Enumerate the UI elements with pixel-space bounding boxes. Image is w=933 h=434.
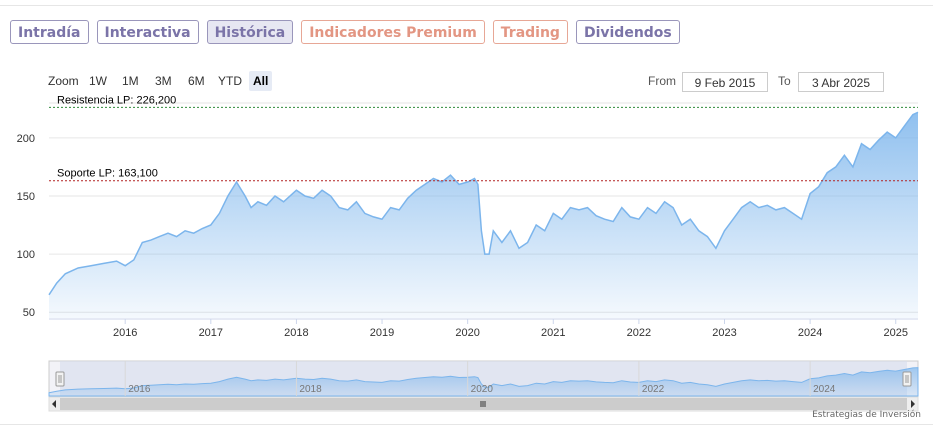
x-tick-label: 2020	[455, 327, 479, 339]
tab-dividendos[interactable]: Dividendos	[575, 20, 680, 44]
y-tick-label: 200	[17, 133, 35, 145]
navigator-year-label: 2024	[813, 384, 836, 395]
support-label: Soporte LP: 163,100	[57, 168, 158, 180]
scrollbar-grip-icon	[480, 401, 486, 407]
chart-credit: Estrategias de Inversión	[812, 410, 921, 420]
zoom-3m-button[interactable]: 3M	[155, 74, 172, 88]
from-date-input[interactable]: 9 Feb 2015	[682, 72, 768, 92]
to-date-input[interactable]: 3 Abr 2025	[798, 72, 884, 92]
navigator-right-handle[interactable]	[902, 371, 912, 387]
price-area	[49, 112, 918, 318]
y-axis: 50 100 150 200	[17, 133, 35, 319]
navigator-year-label: 2016	[128, 384, 151, 395]
reference-lines: Resistencia LP: 226,200 Soporte LP: 163,1…	[49, 94, 918, 182]
price-line	[48, 111, 919, 296]
bottom-divider	[0, 424, 933, 425]
zoom-label: Zoom	[48, 74, 79, 88]
x-axis: 2016 2017 2018 2019 2020 2021 2022 2023 2024 2025	[49, 318, 918, 339]
navigator-area	[48, 367, 919, 397]
zoom-1w-button[interactable]: 1W	[89, 74, 107, 88]
tab-trading[interactable]: Trading	[492, 20, 568, 44]
y-tick-label: 150	[17, 191, 35, 203]
x-tick-label: 2023	[712, 327, 736, 339]
x-tick-label: 2025	[883, 327, 907, 339]
view-tabs: Intradía Interactiva Histórica Indicador…	[10, 20, 680, 44]
zoom-6m-button[interactable]: 6M	[188, 74, 205, 88]
x-tick-label: 2019	[370, 327, 394, 339]
navigator-year-label: 2018	[299, 384, 322, 395]
navigator-year-labels: 2016 2018 2020 2022 2024	[124, 361, 836, 396]
tab-indicadores-premium[interactable]: Indicadores Premium	[301, 20, 485, 44]
navigator-year-label: 2020	[471, 384, 494, 395]
x-tick-label: 2022	[627, 327, 651, 339]
x-tick-label: 2018	[284, 327, 308, 339]
from-label: From	[648, 74, 676, 88]
zoom-ytd-button[interactable]: YTD	[218, 74, 242, 88]
x-tick-label: 2017	[199, 327, 223, 339]
scroll-left-arrow-icon[interactable]	[52, 400, 56, 408]
scroll-right-arrow-icon[interactable]	[911, 400, 915, 408]
to-label: To	[778, 74, 791, 88]
resistance-label: Resistencia LP: 226,200	[57, 94, 176, 106]
navigator-year-label: 2022	[642, 384, 665, 395]
top-divider	[0, 5, 933, 6]
y-tick-label: 100	[17, 249, 35, 261]
tab-historica[interactable]: Histórica	[206, 20, 294, 44]
navigator-left-handle[interactable]	[55, 371, 65, 387]
tab-intradia[interactable]: Intradía	[10, 20, 89, 44]
zoom-1m-button[interactable]: 1M	[122, 74, 139, 88]
tab-interactiva[interactable]: Interactiva	[96, 20, 199, 44]
x-tick-label: 2016	[113, 327, 137, 339]
zoom-all-button[interactable]: All	[249, 71, 273, 91]
y-tick-label: 50	[23, 307, 35, 319]
x-tick-label: 2021	[541, 327, 565, 339]
x-tick-label: 2024	[798, 327, 822, 339]
